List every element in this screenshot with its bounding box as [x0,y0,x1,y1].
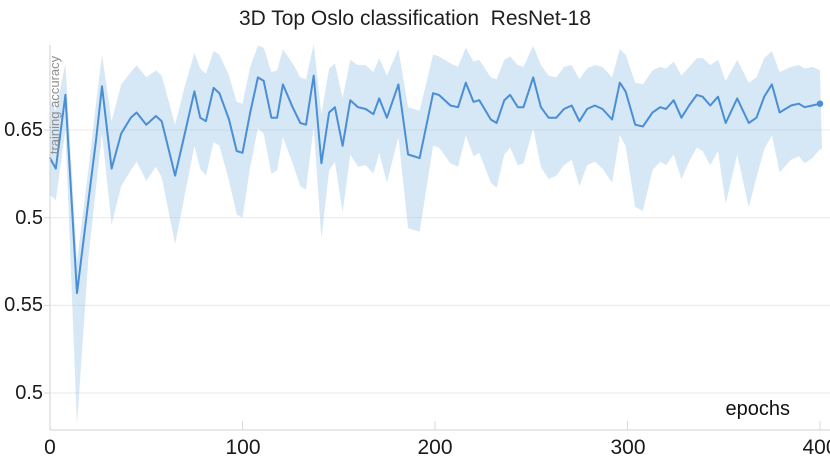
horizontal-gridlines [50,129,830,394]
y-tick-label: 0.65 [4,119,43,141]
x-tick-label: 300 [610,436,646,459]
x-tick-label: 100 [225,436,261,459]
x-tick-label: 0 [44,436,56,459]
y-tick-label: 0.5 [15,207,43,229]
confidence-band [50,44,822,425]
x-tick-label: 400 [802,436,830,459]
line-end-marker [816,100,824,107]
axis-tick-marks [44,129,821,430]
accuracy-line [49,74,821,295]
y-tick-label: 0.5 [15,382,43,404]
y-axis-label: training accuracy [47,55,62,155]
x-axis-label: epochs [725,398,791,420]
chart-title: 3D Top Oslo classification ResNet-18 [238,7,592,30]
y-tick-label: 0.55 [4,294,43,316]
x-tick-label: 200 [417,436,453,459]
